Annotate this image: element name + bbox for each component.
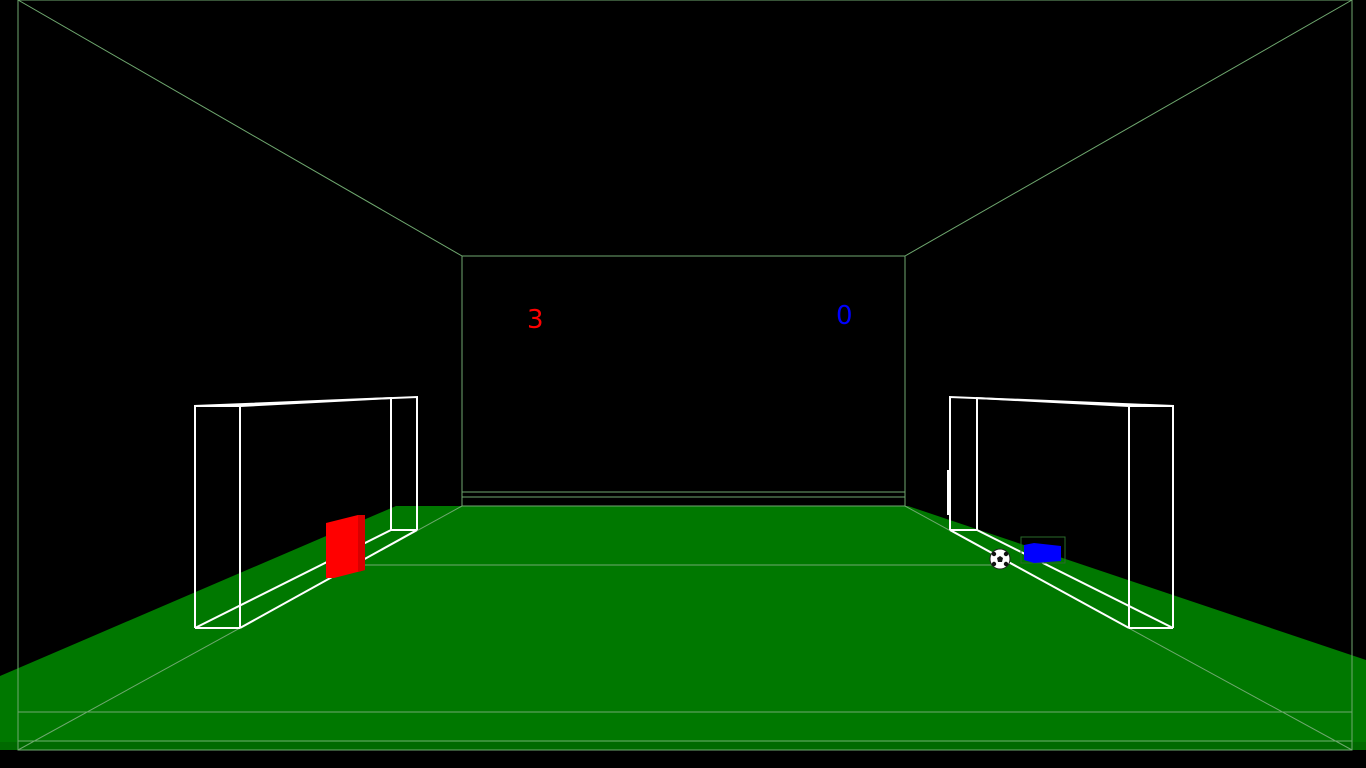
blue-paddle-shadow-box [1020,536,1066,564]
ceiling-edge-right [904,0,1353,257]
red-score: 3 [527,305,544,335]
right-goal [947,395,1174,629]
blue-player[interactable] [1020,536,1066,564]
left-goal-front-frame [194,395,418,628]
ball-patch [991,551,997,557]
left-goal-back-frame [239,396,392,628]
right-goal-back-frame [976,396,1130,628]
red-paddle[interactable] [326,515,365,578]
field-edge [0,742,1366,750]
blue-score: 0 [836,301,853,331]
blue-paddle[interactable] [1024,543,1061,563]
ball-patch [1003,561,1009,567]
ball-patch [991,561,997,567]
room-wireframe [17,0,1353,751]
red-player[interactable] [326,515,365,578]
red-paddle-side [358,515,365,572]
ball-patch [1003,551,1009,557]
back-wall [461,255,906,507]
ball-patch-center [997,556,1003,562]
ceiling-edge-left [17,0,463,257]
soccer-ball[interactable] [989,548,1011,570]
outer-frame [17,0,1353,751]
